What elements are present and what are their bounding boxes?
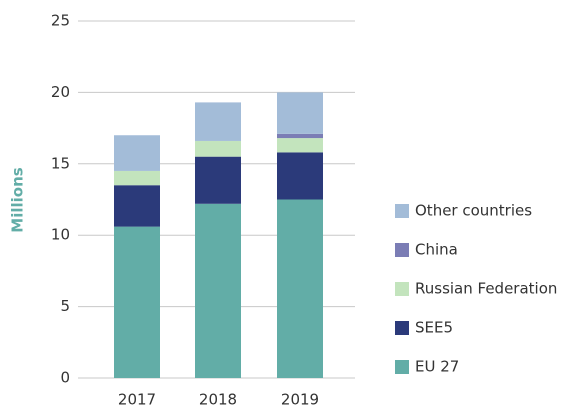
legend-label: SEE5 [415,319,453,337]
y-tick-label: 15 [51,154,70,172]
legend-label: Russian Federation [415,280,557,298]
legend-swatch [395,360,409,374]
bar-segment [114,226,160,378]
x-tick-label: 2017 [118,391,156,409]
bar-segment [195,156,241,204]
y-tick-label: 0 [60,369,70,387]
bar-segment [114,170,160,186]
legend-swatch [395,321,409,335]
bar-segment [277,152,323,200]
bar-segment [277,199,323,378]
y-tick-label: 20 [51,83,70,101]
y-tick-label: 5 [60,297,70,315]
y-tick-label: 10 [51,226,70,244]
bar-segment [195,203,241,378]
legend-swatch [395,204,409,218]
bar-segment [195,102,241,141]
legend-label: China [415,241,458,259]
bar-segment [277,133,323,139]
legend-swatch [395,243,409,257]
legend-label: EU 27 [415,358,459,376]
bar-segment [277,92,323,134]
x-tick-label: 2018 [199,391,237,409]
bar-segment [114,135,160,171]
bar-segment [114,185,160,227]
legend-swatch [395,282,409,296]
y-axis-label: Millions [9,167,27,232]
x-tick-label: 2019 [281,391,319,409]
bar-segment [195,140,241,157]
bar-segment [277,138,323,153]
y-tick-label: 25 [51,12,70,30]
legend-label: Other countries [415,202,532,220]
